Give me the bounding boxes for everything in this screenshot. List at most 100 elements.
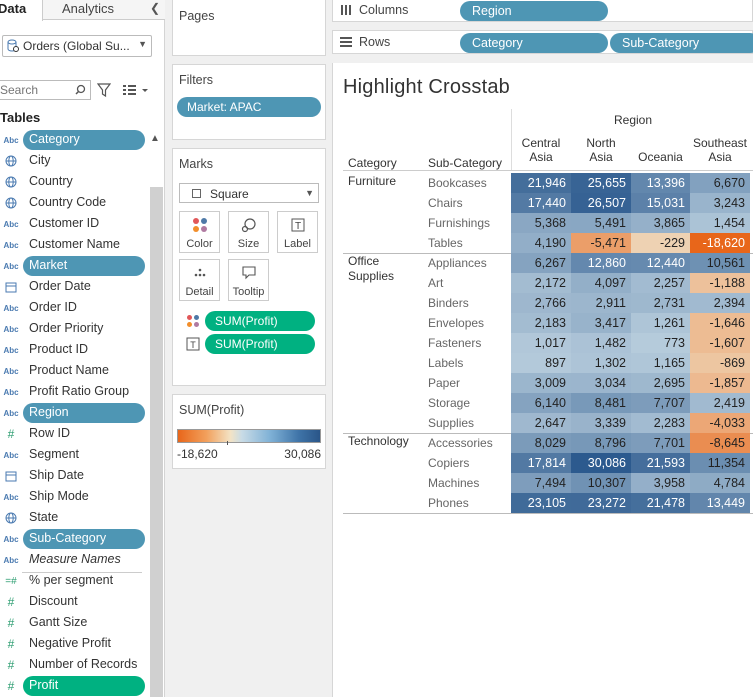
field-profit-ratio-group[interactable]: Abc Profit Ratio Group — [0, 382, 150, 402]
crosstab-cell[interactable]: 8,796 — [571, 433, 631, 453]
color-legend-bar[interactable] — [177, 429, 321, 443]
crosstab-cell[interactable]: 15,031 — [631, 193, 690, 213]
crosstab-cell[interactable]: 23,105 — [511, 493, 571, 513]
subcategory-label[interactable]: Phones — [428, 496, 469, 510]
label-button[interactable]: T Label — [277, 211, 318, 253]
field-product-id[interactable]: Abc Product ID — [0, 340, 150, 360]
crosstab-cell[interactable]: 3,034 — [571, 373, 631, 393]
crosstab-cell[interactable]: 23,272 — [571, 493, 631, 513]
tab-data[interactable]: Data — [0, 0, 43, 21]
crosstab-cell[interactable]: 30,086 — [571, 453, 631, 473]
crosstab-cell[interactable]: 2,766 — [511, 293, 571, 313]
subcategory-label[interactable]: Supplies — [428, 416, 475, 430]
crosstab-cell[interactable]: 4,097 — [571, 273, 631, 293]
subcategory-label[interactable]: Storage — [428, 396, 471, 410]
rows-pill-subcategory[interactable]: Sub-Category — [610, 33, 753, 53]
crosstab-cell[interactable]: 1,261 — [631, 313, 690, 333]
crosstab-cell[interactable]: 3,865 — [631, 213, 690, 233]
category-header[interactable]: Category — [348, 156, 397, 170]
rows-pill-category[interactable]: Category — [460, 33, 608, 53]
field-customer-id[interactable]: Abc Customer ID — [0, 214, 150, 234]
subcategory-header[interactable]: Sub-Category — [428, 156, 503, 170]
label-field-pill[interactable]: SUM(Profit) — [205, 334, 315, 354]
subcategory-label[interactable]: Chairs — [428, 196, 463, 210]
crosstab-cell[interactable]: 1,165 — [631, 353, 690, 373]
category-label[interactable]: Furniture — [348, 174, 397, 188]
region-header[interactable]: Region — [613, 113, 653, 127]
crosstab-cell[interactable]: 6,267 — [511, 253, 571, 273]
pages-card[interactable]: Pages — [172, 0, 326, 56]
mark-field-label[interactable]: T SUM(Profit) — [183, 334, 323, 354]
search-icon[interactable] — [74, 83, 88, 97]
subcategory-label[interactable]: Envelopes — [428, 316, 485, 330]
crosstab-cell[interactable]: 2,731 — [631, 293, 690, 313]
field-negative-profit[interactable]: # Negative Profit — [0, 634, 150, 654]
field-market[interactable]: Abc Market — [0, 256, 150, 276]
region-header-southeast-asia[interactable]: Southeast Asia — [690, 136, 750, 172]
crosstab-cell[interactable]: 2,419 — [690, 393, 750, 413]
filter-pill-market[interactable]: Market: APAC — [177, 97, 321, 117]
field-category[interactable]: Abc Category — [0, 130, 150, 150]
crosstab-cell[interactable]: 13,449 — [690, 493, 750, 513]
filter-icon[interactable] — [97, 82, 111, 98]
crosstab-cell[interactable]: 2,647 — [511, 413, 571, 433]
crosstab-cell[interactable]: 10,561 — [690, 253, 750, 273]
crosstab-cell[interactable]: 13,396 — [631, 173, 690, 193]
crosstab-cell[interactable]: 10,307 — [571, 473, 631, 493]
subcategory-label[interactable]: Bookcases — [428, 176, 487, 190]
size-button[interactable]: Size — [228, 211, 269, 253]
subcategory-label[interactable]: Labels — [428, 356, 464, 370]
tooltip-button[interactable]: Tooltip — [228, 259, 269, 301]
crosstab-cell[interactable]: 17,440 — [511, 193, 571, 213]
subcategory-label[interactable]: Copiers — [428, 456, 470, 470]
crosstab-cell[interactable]: 3,958 — [631, 473, 690, 493]
crosstab-cell[interactable]: 2,283 — [631, 413, 690, 433]
field-customer-name[interactable]: Abc Customer Name — [0, 235, 150, 255]
crosstab-cell[interactable]: 2,257 — [631, 273, 690, 293]
tab-analytics[interactable]: Analytics — [62, 1, 115, 16]
crosstab-cell[interactable]: 7,707 — [631, 393, 690, 413]
crosstab-cell[interactable]: 8,029 — [511, 433, 571, 453]
region-header-oceania[interactable]: Oceania — [631, 136, 690, 172]
subcategory-label[interactable]: Accessories — [428, 436, 493, 450]
search-input[interactable] — [0, 80, 91, 100]
field-profit[interactable]: # Profit — [0, 676, 150, 696]
rows-shelf[interactable]: Rows Category Sub-Category — [332, 30, 753, 54]
crosstab-cell[interactable]: 6,140 — [511, 393, 571, 413]
color-field-pill[interactable]: SUM(Profit) — [205, 311, 315, 331]
filters-card[interactable]: Filters Market: APAC — [172, 64, 326, 140]
field-order-priority[interactable]: Abc Order Priority — [0, 319, 150, 339]
subcategory-label[interactable]: Tables — [428, 236, 463, 250]
detail-button[interactable]: Detail — [179, 259, 220, 301]
field-discount[interactable]: # Discount — [0, 592, 150, 612]
field-order-id[interactable]: Abc Order ID — [0, 298, 150, 318]
crosstab-cell[interactable]: -8,645 — [690, 433, 750, 453]
crosstab-cell[interactable]: 12,860 — [571, 253, 631, 273]
crosstab-cell[interactable]: -869 — [690, 353, 750, 373]
crosstab-cell[interactable]: 21,478 — [631, 493, 690, 513]
crosstab-cell[interactable]: 8,481 — [571, 393, 631, 413]
crosstab-cell[interactable]: 21,946 — [511, 173, 571, 193]
subcategory-label[interactable]: Furnishings — [428, 216, 491, 230]
mark-type-select[interactable]: Square ▼ — [179, 183, 319, 203]
crosstab-cell[interactable]: 4,190 — [511, 233, 571, 253]
category-label[interactable]: Technology — [348, 434, 409, 448]
category-label[interactable]: Office Supplies — [348, 254, 395, 283]
crosstab-cell[interactable]: -1,188 — [690, 273, 750, 293]
crosstab-cell[interactable]: 7,494 — [511, 473, 571, 493]
field-per-segment[interactable]: =# % per segment — [0, 571, 150, 591]
field-gantt-size[interactable]: # Gantt Size — [0, 613, 150, 633]
crosstab-cell[interactable]: 6,670 — [690, 173, 750, 193]
view-options-icon[interactable] — [122, 84, 148, 96]
field-segment[interactable]: Abc Segment — [0, 445, 150, 465]
columns-shelf[interactable]: Columns Region — [332, 0, 753, 22]
subcategory-label[interactable]: Art — [428, 276, 444, 290]
field-product-name[interactable]: Abc Product Name — [0, 361, 150, 381]
crosstab-cell[interactable]: 2,911 — [571, 293, 631, 313]
crosstab-cell[interactable]: 3,417 — [571, 313, 631, 333]
datasource-select[interactable]: Orders (Global Su... ▼ — [2, 35, 152, 57]
crosstab-cell[interactable]: 1,482 — [571, 333, 631, 353]
subcategory-label[interactable]: Appliances — [428, 256, 487, 270]
color-button[interactable]: Color — [179, 211, 220, 253]
crosstab-cell[interactable]: 1,302 — [571, 353, 631, 373]
